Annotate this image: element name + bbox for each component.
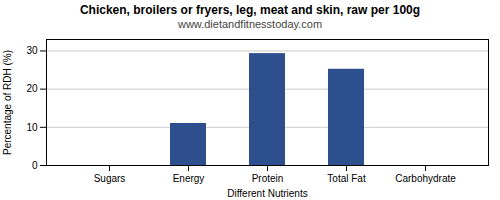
svg-text:20: 20 xyxy=(26,83,38,94)
svg-text:30: 30 xyxy=(26,45,38,56)
html-text:Chicken, broilers or fryers, l: Chicken, broilers or fryers, leg, meat a… xyxy=(79,3,421,17)
svg-text:Different Nutrients: Different Nutrients xyxy=(227,188,307,199)
svg-text:Total Fat: Total Fat xyxy=(327,173,366,184)
svg-text:Energy: Energy xyxy=(173,173,205,184)
svg-text:Percentage of RDH (%): Percentage of RDH (%) xyxy=(2,50,13,155)
svg-text:Sugars: Sugars xyxy=(94,173,126,184)
svg-text:10: 10 xyxy=(26,122,38,133)
svg-text:Carbohydrate: Carbohydrate xyxy=(395,173,456,184)
html-text:www.dietandfitnesstoday.com: www.dietandfitnesstoday.com xyxy=(178,18,322,30)
svg-text:0: 0 xyxy=(32,160,38,171)
svg-text:Protein: Protein xyxy=(252,173,284,184)
